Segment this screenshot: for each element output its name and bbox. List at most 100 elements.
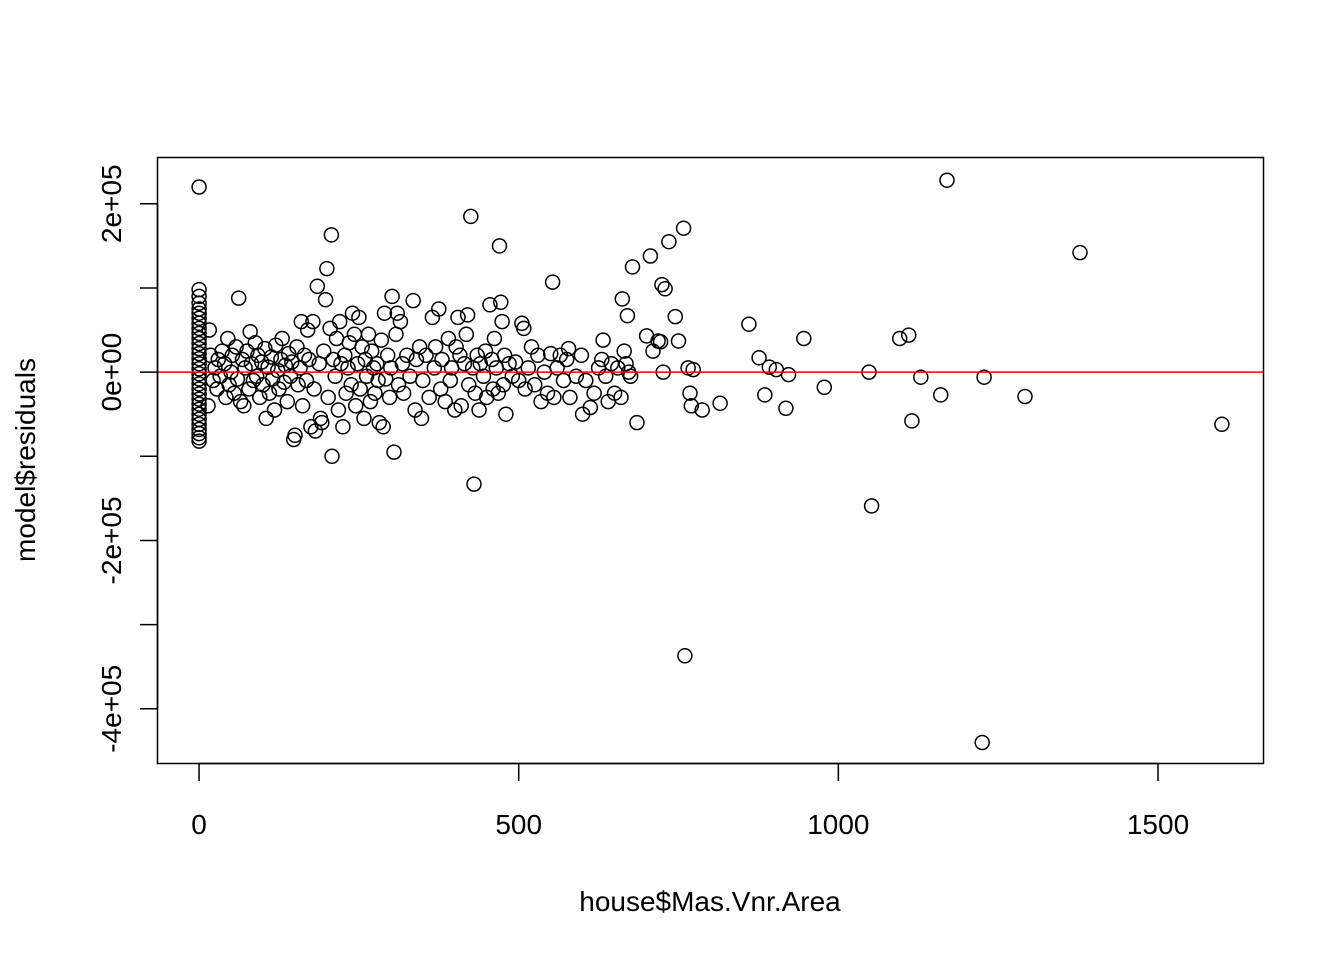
data-point bbox=[261, 385, 278, 401]
data-point bbox=[597, 368, 614, 385]
data-point bbox=[891, 330, 908, 347]
data-point bbox=[670, 333, 687, 349]
data-point bbox=[496, 347, 513, 364]
data-point bbox=[516, 320, 532, 337]
data-point bbox=[340, 360, 356, 376]
data-point bbox=[450, 309, 466, 326]
data-point bbox=[629, 414, 645, 431]
data-point bbox=[562, 389, 578, 406]
data-point bbox=[619, 307, 636, 324]
data-point bbox=[343, 377, 359, 393]
data-point bbox=[324, 448, 340, 465]
data-point bbox=[320, 389, 336, 406]
data-point bbox=[1072, 244, 1088, 261]
data-point bbox=[325, 351, 342, 368]
data-point bbox=[191, 376, 207, 392]
data-point bbox=[622, 368, 639, 385]
data-point bbox=[495, 377, 512, 393]
data-point bbox=[352, 381, 368, 397]
data-point bbox=[440, 330, 457, 347]
data-point bbox=[694, 402, 710, 418]
data-point bbox=[913, 369, 929, 385]
data-point bbox=[491, 238, 508, 254]
data-point bbox=[610, 360, 626, 376]
data-point bbox=[413, 410, 430, 427]
data-point bbox=[392, 313, 409, 330]
data-point bbox=[315, 343, 332, 359]
data-point bbox=[507, 354, 524, 370]
data-point bbox=[469, 347, 485, 364]
data-point bbox=[362, 393, 379, 410]
data-point bbox=[458, 326, 475, 343]
data-point bbox=[299, 322, 316, 338]
data-point bbox=[371, 414, 388, 431]
data-point bbox=[405, 292, 421, 309]
data-point bbox=[399, 347, 415, 364]
data-point bbox=[389, 305, 405, 321]
data-point bbox=[431, 301, 447, 317]
data-point bbox=[932, 387, 949, 403]
data-point bbox=[191, 421, 207, 438]
data-point bbox=[900, 327, 917, 343]
y-tick-label: -2e+05 bbox=[96, 496, 127, 584]
data-point bbox=[349, 355, 366, 372]
data-point bbox=[191, 325, 207, 342]
data-point bbox=[426, 360, 443, 376]
data-point bbox=[452, 347, 468, 364]
data-point bbox=[578, 372, 594, 389]
data-point bbox=[712, 395, 728, 412]
data-point bbox=[335, 419, 351, 435]
y-axis-label: model$residuals bbox=[10, 358, 41, 562]
data-point bbox=[191, 401, 207, 417]
data-point bbox=[434, 351, 450, 368]
y-axis: -4e+05 -2e+05 0e+00 2e+05 bbox=[96, 164, 159, 753]
data-point bbox=[319, 260, 335, 277]
x-axis-label: house$Mas.Vnr.Area bbox=[579, 886, 841, 917]
data-point bbox=[241, 381, 257, 397]
data-point bbox=[467, 385, 483, 401]
data-point bbox=[384, 288, 400, 305]
data-point bbox=[369, 355, 385, 372]
data-point bbox=[582, 399, 599, 416]
data-point bbox=[939, 172, 955, 188]
data-point bbox=[269, 362, 286, 379]
data-point bbox=[395, 385, 412, 401]
data-point bbox=[493, 294, 509, 311]
data-point bbox=[645, 343, 661, 359]
data-point bbox=[228, 339, 244, 355]
data-point bbox=[373, 332, 390, 348]
data-point bbox=[386, 444, 402, 460]
data-point bbox=[415, 372, 431, 389]
x-tick-label: 1500 bbox=[1127, 809, 1189, 840]
data-point bbox=[323, 227, 340, 243]
data-point bbox=[214, 343, 230, 359]
data-point bbox=[309, 278, 326, 295]
data-point bbox=[448, 339, 464, 355]
data-point bbox=[542, 345, 559, 362]
data-point bbox=[780, 366, 797, 383]
data-point bbox=[331, 313, 348, 330]
data-point bbox=[421, 389, 437, 406]
data-point bbox=[301, 351, 317, 368]
data-point bbox=[974, 734, 990, 751]
data-point bbox=[207, 360, 223, 376]
data-point bbox=[613, 389, 629, 406]
data-point bbox=[221, 377, 237, 393]
data-point bbox=[191, 396, 207, 412]
data-point bbox=[573, 347, 590, 364]
data-point bbox=[234, 351, 251, 368]
x-axis: 0 500 1000 1500 bbox=[191, 762, 1189, 840]
data-point bbox=[437, 393, 453, 410]
data-point bbox=[191, 335, 207, 352]
data-point bbox=[560, 340, 577, 357]
x-tick-label: 0 bbox=[191, 809, 207, 840]
data-point bbox=[494, 313, 510, 330]
data-point bbox=[586, 385, 602, 401]
data-point bbox=[526, 377, 543, 393]
data-point bbox=[287, 427, 303, 444]
data-point bbox=[466, 476, 482, 492]
data-point bbox=[546, 389, 562, 406]
data-point bbox=[294, 398, 311, 414]
data-point bbox=[236, 398, 252, 414]
data-point bbox=[683, 398, 700, 414]
